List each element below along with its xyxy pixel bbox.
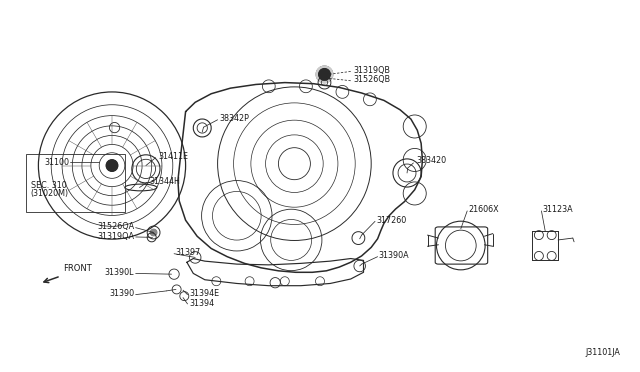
Text: SEC. 310: SEC. 310 — [31, 181, 67, 190]
Text: 31390A: 31390A — [379, 251, 410, 260]
Text: 383420: 383420 — [416, 156, 446, 165]
Text: FRONT: FRONT — [63, 264, 92, 273]
Text: 31100: 31100 — [44, 158, 69, 167]
Text: J31101JA: J31101JA — [586, 348, 621, 357]
Text: 31390L: 31390L — [105, 268, 134, 277]
Text: 21606X: 21606X — [468, 205, 499, 214]
Text: 31344H: 31344H — [149, 177, 180, 186]
Text: 31397: 31397 — [175, 248, 200, 257]
Ellipse shape — [150, 229, 157, 236]
Ellipse shape — [316, 66, 333, 83]
Ellipse shape — [106, 160, 118, 171]
Ellipse shape — [319, 69, 330, 80]
Bar — [26, 154, 125, 212]
Text: 31526QB: 31526QB — [353, 76, 390, 84]
Text: 31319QB: 31319QB — [353, 66, 390, 75]
Text: 31390: 31390 — [109, 289, 134, 298]
Text: 31394: 31394 — [189, 299, 214, 308]
Text: (31020M): (31020M) — [31, 189, 69, 198]
Text: 31411E: 31411E — [158, 153, 188, 161]
Text: 31526QA: 31526QA — [97, 222, 134, 231]
Text: 31394E: 31394E — [189, 289, 220, 298]
Text: 317260: 317260 — [376, 216, 406, 225]
Text: 38342P: 38342P — [220, 114, 250, 123]
Text: 31123A: 31123A — [543, 205, 573, 214]
Text: 31319QA: 31319QA — [97, 232, 134, 241]
